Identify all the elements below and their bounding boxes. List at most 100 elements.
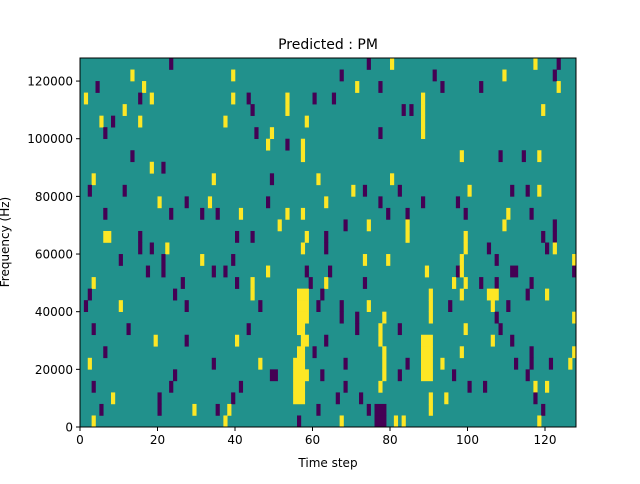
heatmap-cell xyxy=(428,300,433,312)
heatmap-cell xyxy=(91,277,96,289)
heatmap-cell xyxy=(103,207,108,220)
heatmap-cell xyxy=(537,415,542,428)
x-tick-label: 20 xyxy=(150,433,165,447)
heatmap-cell xyxy=(161,254,166,266)
heatmap-cell xyxy=(421,115,426,128)
heatmap-cell xyxy=(95,81,100,93)
heatmap-cell xyxy=(99,403,104,416)
heatmap-cell xyxy=(293,392,306,405)
heatmap-cell xyxy=(173,369,178,382)
heatmap-cell xyxy=(378,196,383,209)
heatmap-cell xyxy=(525,369,530,382)
heatmap-cell xyxy=(145,265,151,278)
heatmap-cell xyxy=(207,196,213,209)
heatmap-cell xyxy=(324,242,329,255)
heatmap-cell xyxy=(339,300,344,312)
heatmap-cell xyxy=(312,346,317,359)
heatmap-cell xyxy=(149,92,154,105)
heatmap-cell xyxy=(266,265,271,278)
heatmap-cell xyxy=(300,138,306,151)
heatmap-cell xyxy=(138,230,143,243)
heatmap-cell xyxy=(378,127,383,140)
heatmap-cell xyxy=(452,369,457,382)
heatmap-cell xyxy=(103,127,108,140)
heatmap-cell xyxy=(235,334,240,347)
heatmap-cell xyxy=(397,369,402,382)
heatmap-cell xyxy=(362,254,368,266)
heatmap-cell xyxy=(382,357,387,370)
heatmap-cell xyxy=(421,334,433,347)
heatmap-cell xyxy=(448,300,453,312)
heatmap-cell xyxy=(393,415,399,428)
heatmap-cell xyxy=(541,403,546,416)
heatmap-cell xyxy=(269,369,278,382)
heatmap-cell xyxy=(331,92,337,105)
heatmap-cell xyxy=(149,242,154,255)
heatmap-cell xyxy=(304,115,309,128)
heatmap-cell xyxy=(494,277,499,289)
y-tick-label: 120000 xyxy=(27,75,73,89)
heatmap-cell xyxy=(126,323,131,336)
heatmap-cell xyxy=(200,207,205,220)
heatmap-cell xyxy=(533,380,538,393)
heatmap-cell xyxy=(223,115,228,128)
heatmap-cell xyxy=(238,380,244,393)
y-tick-label: 100000 xyxy=(27,132,73,146)
heatmap-cell xyxy=(324,196,329,209)
heatmap-cell xyxy=(297,415,302,428)
heatmap-cell xyxy=(545,380,550,393)
heatmap-cell xyxy=(285,138,290,151)
heatmap-cell xyxy=(343,219,348,232)
heatmap-cell xyxy=(297,311,309,324)
heatmap-cell xyxy=(374,415,387,428)
heatmap-cell xyxy=(362,184,368,197)
heatmap-cell xyxy=(266,138,271,151)
heatmap-cell xyxy=(235,230,240,243)
heatmap-cell xyxy=(339,69,344,82)
heatmap-cell xyxy=(130,150,135,163)
heatmap-cell xyxy=(231,254,236,266)
heatmap-cell xyxy=(421,127,426,140)
heatmap-cell xyxy=(455,265,461,278)
heatmap-cell xyxy=(483,380,488,393)
heatmap-cell xyxy=(359,392,364,405)
heatmap-cell xyxy=(498,150,503,163)
heatmap-cell xyxy=(335,392,340,405)
heatmap-cell xyxy=(494,311,499,324)
heatmap-cell xyxy=(552,219,557,232)
heatmap-cell xyxy=(556,58,561,70)
heatmap-cell xyxy=(285,104,290,116)
heatmap-cell xyxy=(548,357,554,370)
x-tick-label: 100 xyxy=(456,433,479,447)
heatmap-cell xyxy=(502,219,507,232)
heatmap-cell xyxy=(401,104,406,116)
y-axis: 0 20000 40000 60000 80000 100000 120000 xyxy=(27,75,80,435)
heatmap-cell xyxy=(421,196,426,209)
heatmap-cell xyxy=(506,300,511,312)
heatmap-cell xyxy=(227,403,232,416)
heatmap-cell xyxy=(324,277,329,289)
heatmap-cell xyxy=(366,219,371,232)
heatmap-cell xyxy=(250,277,255,289)
heatmap-cell xyxy=(211,357,216,370)
heatmap-cell xyxy=(316,300,321,312)
heatmap-cell xyxy=(521,150,526,163)
heatmap-cell xyxy=(421,92,426,105)
heatmap-cell xyxy=(304,230,309,243)
heatmap-cell xyxy=(537,150,542,163)
heatmap-cell xyxy=(405,357,410,370)
heatmap-cell xyxy=(343,380,348,393)
heatmap-cell xyxy=(355,323,360,336)
heatmap-cell xyxy=(297,346,306,359)
heatmap-cell xyxy=(444,392,449,405)
heatmap-cell xyxy=(459,288,464,301)
heatmap-cell xyxy=(479,81,484,93)
heatmap-cell xyxy=(118,300,123,312)
heatmap-cell xyxy=(510,184,515,197)
heatmap-cell xyxy=(432,69,437,82)
heatmap-cell xyxy=(452,277,457,289)
heatmap-cell xyxy=(200,254,205,266)
heatmap-cell xyxy=(572,346,577,359)
heatmap-cell xyxy=(533,58,538,70)
heatmap-cell xyxy=(118,254,123,266)
